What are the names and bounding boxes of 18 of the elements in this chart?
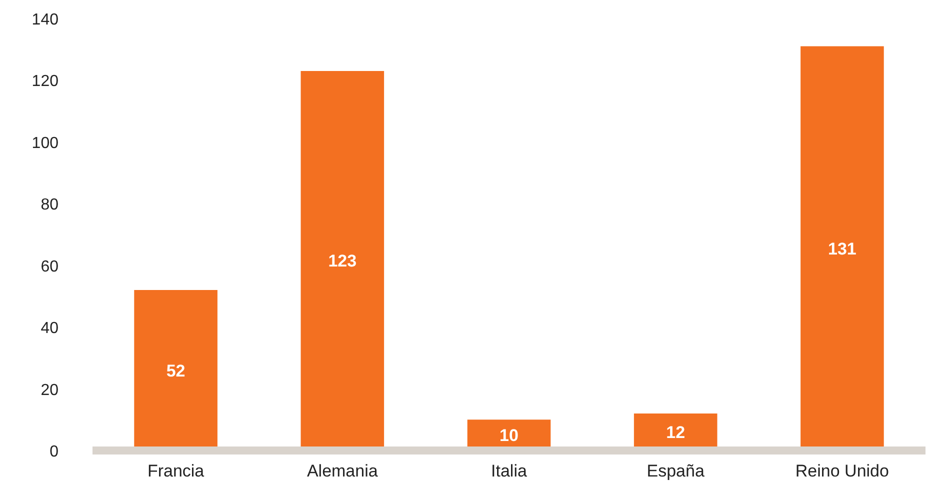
x-tick-label: Italia bbox=[491, 462, 528, 480]
y-tick-label: 140 bbox=[32, 12, 59, 28]
data-label: 131 bbox=[828, 239, 856, 258]
y-tick-label: 20 bbox=[40, 382, 59, 399]
y-tick-label: 0 bbox=[50, 444, 59, 460]
y-tick-label: 120 bbox=[32, 73, 59, 90]
x-tick-label: España bbox=[646, 462, 705, 480]
y-tick-label: 60 bbox=[40, 258, 59, 276]
x-tick-label: Francia bbox=[147, 462, 205, 480]
y-tick-label: 80 bbox=[40, 196, 59, 214]
data-label: 10 bbox=[500, 426, 518, 446]
data-label: 52 bbox=[166, 361, 186, 380]
data-label: 123 bbox=[328, 252, 357, 271]
x-tick-label: Reino Unido bbox=[795, 462, 889, 480]
y-tick-label: 40 bbox=[40, 320, 59, 338]
y-tick-label: 100 bbox=[32, 134, 59, 152]
x-tick-label: Alemania bbox=[306, 462, 378, 480]
data-label: 12 bbox=[666, 422, 686, 442]
